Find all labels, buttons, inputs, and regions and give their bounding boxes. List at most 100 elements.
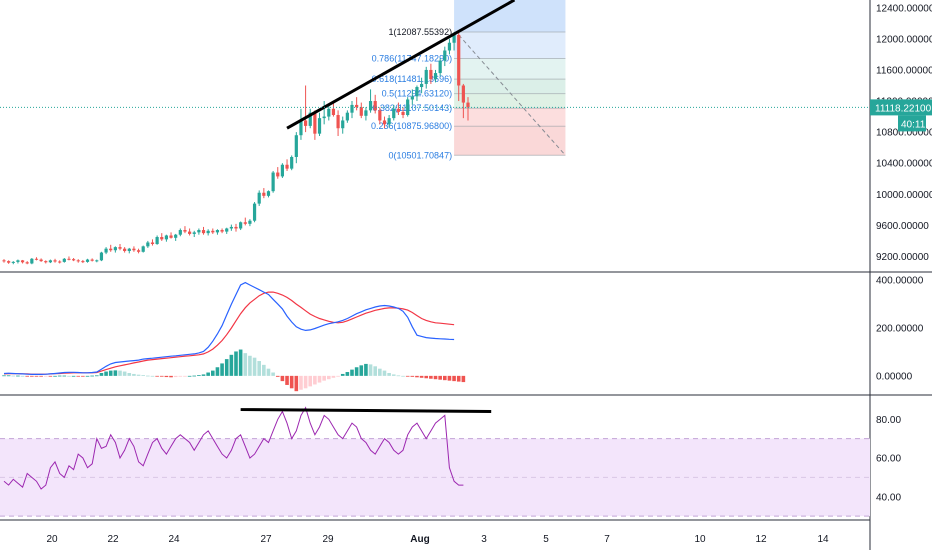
candle-body xyxy=(457,34,461,86)
macd-histogram-bar xyxy=(359,365,364,376)
macd-histogram-bar xyxy=(113,370,118,376)
candle-body xyxy=(76,260,80,262)
candle-body xyxy=(201,230,206,234)
macd-histogram-bar xyxy=(289,375,294,389)
candle-body xyxy=(364,110,368,116)
macd-histogram-bar xyxy=(294,375,299,392)
macd-histogram-bar xyxy=(345,372,350,376)
fib-level-label: 0.382(11107.50143) xyxy=(372,103,452,113)
candle-body xyxy=(317,118,322,134)
candle-body xyxy=(387,118,391,125)
candle-body xyxy=(25,262,29,264)
macd-histogram-bar xyxy=(48,375,53,377)
macd-histogram-bar xyxy=(118,370,122,376)
macd-histogram-bar xyxy=(350,369,354,376)
candle-body xyxy=(90,259,94,261)
macd-histogram-bar xyxy=(173,375,178,378)
price-tick-label: 10000.00000 xyxy=(876,190,932,201)
candle-body xyxy=(104,248,108,253)
macd-histogram-bar xyxy=(368,364,373,376)
macd-histogram-bar xyxy=(159,375,164,377)
candle-body xyxy=(368,101,373,111)
candle-body xyxy=(234,226,238,229)
candle-body xyxy=(378,110,382,121)
candle-body xyxy=(262,192,266,196)
candle-body xyxy=(355,104,359,108)
candle-body xyxy=(123,248,127,252)
macd-histogram-bar xyxy=(201,374,206,376)
macd-tick-label: 400.00000 xyxy=(876,276,924,287)
macd-histogram-bar xyxy=(39,375,43,377)
macd-tick-label: 0.00000 xyxy=(876,371,913,382)
candle-body xyxy=(447,42,452,51)
macd-histogram-bar xyxy=(461,375,466,383)
price-tick-label: 10800.00000 xyxy=(876,128,932,139)
candle-body xyxy=(164,235,168,240)
time-tick-label: 22 xyxy=(107,534,119,545)
candle-body xyxy=(406,99,410,116)
macd-histogram-bar xyxy=(275,375,280,377)
macd-histogram-bar xyxy=(410,375,415,377)
time-tick-label: 14 xyxy=(817,534,829,545)
macd-histogram-bar xyxy=(271,372,275,376)
macd-histogram-bar xyxy=(322,375,326,381)
macd-histogram-bar xyxy=(391,374,396,376)
candle-body xyxy=(313,112,317,134)
candle-body xyxy=(359,107,363,116)
macd-histogram-bar xyxy=(187,375,192,377)
candle-body xyxy=(113,247,117,251)
candle-body xyxy=(141,246,145,252)
macd-histogram-bar xyxy=(382,370,387,376)
candle-body xyxy=(39,259,43,262)
candle-body xyxy=(429,69,433,80)
candle-body xyxy=(304,120,308,126)
fib-zone xyxy=(454,32,566,59)
time-tick-label: 24 xyxy=(168,534,180,545)
candle-body xyxy=(95,260,99,262)
candle-body xyxy=(58,261,62,263)
macd-histogram-bar xyxy=(85,375,90,377)
candle-body xyxy=(401,111,405,116)
rsi-tick-label: 60.00 xyxy=(876,454,901,465)
candle-body xyxy=(109,248,113,251)
macd-histogram-bar xyxy=(192,375,197,377)
trendline-rising xyxy=(286,0,516,130)
macd-histogram-bar xyxy=(248,355,252,376)
macd-histogram-bar xyxy=(327,375,331,380)
candle-body xyxy=(280,164,284,177)
candle-body xyxy=(44,261,48,263)
price-tick-label: 9200.00000 xyxy=(876,252,929,263)
macd-histogram-bar xyxy=(224,359,229,376)
macd-histogram-bar xyxy=(155,375,159,377)
macd-histogram-bar xyxy=(90,375,94,377)
macd-histogram-bar xyxy=(378,368,382,376)
macd-histogram-bar xyxy=(150,375,155,377)
candle-body xyxy=(132,248,136,251)
candle-body xyxy=(150,242,155,245)
countdown-label: 40:11 xyxy=(901,119,926,130)
fib-zone xyxy=(454,126,566,156)
time-tick-label: 20 xyxy=(46,534,58,545)
macd-histogram-bar xyxy=(34,375,39,377)
candle-body xyxy=(72,259,76,261)
candle-body xyxy=(424,69,428,84)
time-tick-label: 10 xyxy=(694,534,706,545)
macd-histogram-bar xyxy=(146,375,150,377)
macd-histogram-bar xyxy=(16,375,20,377)
fib-zone xyxy=(454,58,566,80)
macd-histogram-bar xyxy=(243,353,248,376)
candle-body xyxy=(118,247,122,249)
trendline-rsi xyxy=(240,408,492,413)
candle-body xyxy=(336,115,340,129)
candle-body xyxy=(48,260,52,263)
price-tick-label: 11600.00000 xyxy=(876,65,932,76)
macd-histogram-bar xyxy=(11,375,16,377)
candle-body xyxy=(30,258,34,264)
candle-body xyxy=(461,85,465,103)
candle-body xyxy=(239,222,243,229)
candle-body xyxy=(327,108,331,117)
macd-histogram-bar xyxy=(415,375,419,378)
macd-tick-label: 200.00000 xyxy=(876,324,924,335)
